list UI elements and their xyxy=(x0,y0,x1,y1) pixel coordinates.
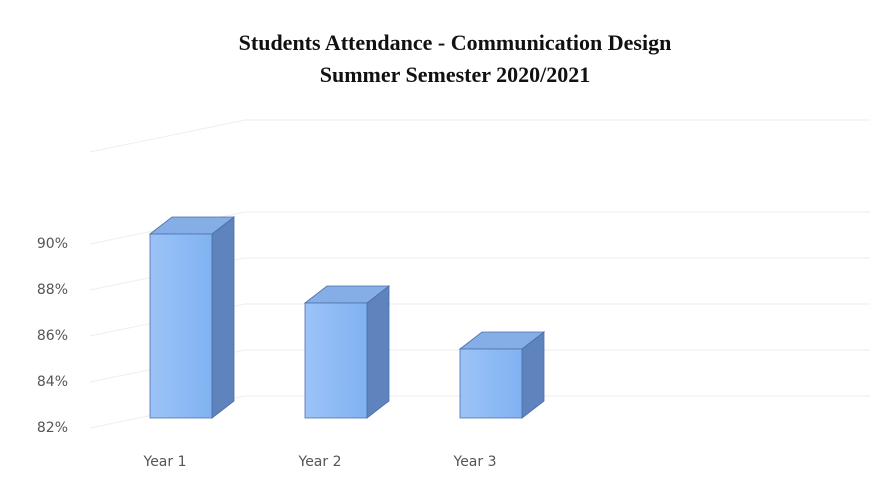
bar-side xyxy=(366,285,390,419)
bar xyxy=(458,331,546,419)
bar-front xyxy=(459,348,523,419)
bar-side xyxy=(211,216,235,419)
y-tick-label: 88% xyxy=(37,282,68,298)
bar xyxy=(148,216,236,419)
chart-title: Students Attendance - Communication Desi… xyxy=(239,30,672,55)
bar-front xyxy=(149,233,213,419)
y-tick-label: 84% xyxy=(37,374,68,390)
chart-subtitle: Summer Semester 2020/2021 xyxy=(320,62,590,87)
x-tick-label: Year 2 xyxy=(298,454,342,470)
bar-front xyxy=(304,302,368,419)
bar xyxy=(303,285,391,419)
y-tick-label: 90% xyxy=(37,236,68,252)
y-tick-label: 82% xyxy=(37,420,68,436)
y-tick-label: 86% xyxy=(37,328,68,344)
wall-edge xyxy=(89,119,246,153)
x-tick-label: Year 1 xyxy=(143,454,187,470)
x-tick-label: Year 3 xyxy=(453,454,497,470)
